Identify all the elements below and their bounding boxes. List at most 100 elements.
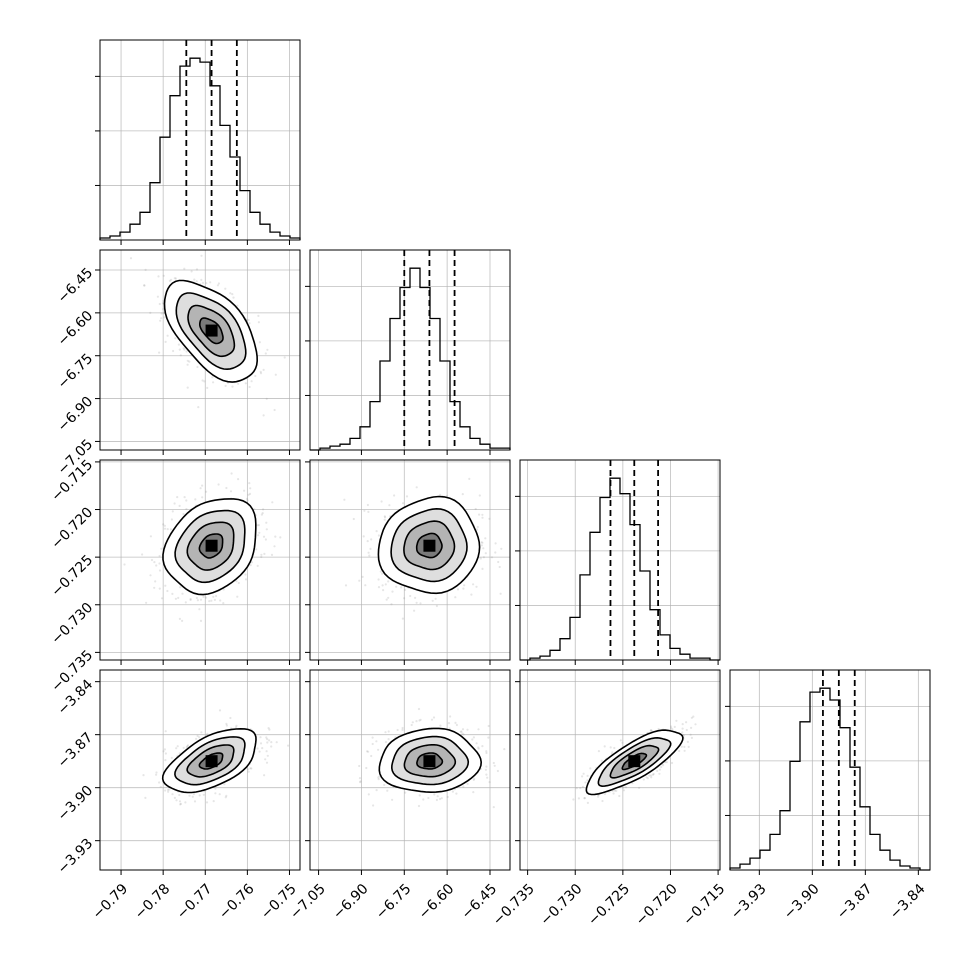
sample-point [215,594,218,598]
sample-point [200,278,203,281]
sample-point [191,795,194,798]
sample-point [485,750,488,753]
sample-point [190,270,193,273]
sample-point [141,553,144,556]
sample-point [646,777,649,780]
histogram-0 [99,57,301,240]
sample-point [386,789,389,792]
sample-point [177,596,180,600]
sample-point [611,751,614,754]
sample-point [401,728,404,732]
sample-point [163,748,166,751]
sample-point [446,795,449,799]
sample-point [173,277,176,280]
sample-point [225,724,228,727]
sample-point [164,340,167,343]
histogram-2 [520,477,720,661]
sample-point [243,489,246,492]
sample-point [244,578,248,581]
contour-line [609,744,660,779]
sample-point [694,723,697,726]
sample-point [193,278,196,281]
sample-point [274,373,277,376]
density-peak [423,539,436,552]
sample-point [377,534,380,537]
sample-point [415,486,418,489]
sample-point [259,370,262,373]
sample-point [439,724,442,727]
sample-point [259,736,262,739]
panel-frame [519,459,721,661]
sample-point [586,801,590,805]
sample-point [485,751,488,755]
sample-point [487,724,490,728]
sample-point [247,318,250,322]
sample-point [439,493,442,496]
sample-point [615,789,618,793]
sample-point [256,747,259,750]
panel-frame [309,249,511,451]
sample-point [417,707,421,711]
sample-point [186,363,189,366]
sample-point [167,790,170,793]
sample-point [472,791,475,794]
sample-point [619,739,622,742]
sample-point [581,785,585,788]
sample-point [488,517,491,520]
sample-point [270,745,273,748]
sample-point [401,617,404,620]
sample-point [266,754,269,757]
contour-line [390,507,468,583]
sample-point [415,720,418,723]
sample-point [384,516,387,519]
x-tick-label: −3.84 [887,881,929,923]
sample-point [213,598,216,602]
sample-point [384,583,387,586]
sample-point [344,584,348,587]
sample-point [435,798,438,802]
sample-point [358,764,361,768]
sample-point [372,804,375,807]
sample-point [689,733,692,736]
sample-point [577,797,581,800]
x-tick-label: −0.720 [633,881,681,929]
sample-point [279,536,282,539]
sample-point [153,561,156,564]
sample-point [150,558,154,562]
sample-point [683,749,686,752]
sample-point [283,356,286,359]
sample-point [199,487,202,490]
contour-line [416,752,444,770]
contour-line [597,736,672,788]
sample-point [446,494,449,497]
sample-point [170,518,173,521]
sample-point [266,348,269,351]
sample-point [480,541,483,544]
sample-point [487,736,490,739]
sample-point [123,563,126,566]
sample-point [178,348,181,351]
sample-point [476,525,479,529]
sample-point [250,767,253,770]
sample-point [685,721,688,724]
sample-point [492,761,495,765]
sample-point [401,726,404,730]
x-tick-label: −3.90 [781,881,823,923]
sample-point [183,267,186,270]
panel-2-1 [305,459,511,665]
x-tick-label: −0.730 [538,881,586,929]
sample-point [662,764,665,767]
contour-line [403,744,457,778]
sample-point [208,600,211,603]
sample-point [287,744,290,747]
x-tick-label: −6.75 [373,881,415,923]
sample-point [418,719,421,722]
sample-point [575,787,578,790]
sample-point [143,284,146,287]
sample-point [449,715,452,718]
sample-point [176,745,179,748]
sample-point [475,585,478,588]
sample-point [273,408,276,412]
sample-point [214,787,217,790]
contour-line [377,495,481,595]
